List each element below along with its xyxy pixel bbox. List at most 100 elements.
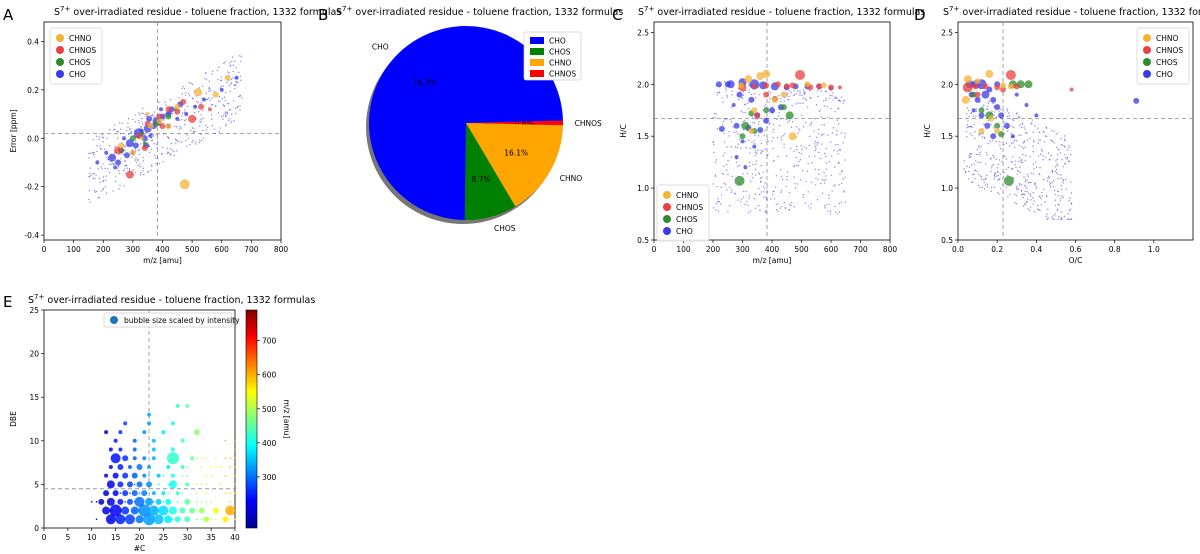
background-point — [738, 98, 740, 101]
data-point — [151, 438, 156, 443]
background-point — [192, 130, 195, 133]
background-point — [993, 174, 996, 176]
background-point — [761, 176, 763, 179]
background-point — [206, 126, 209, 129]
background-point — [780, 191, 782, 193]
background-point — [105, 192, 108, 194]
colorbar-tick-label: 300 — [262, 473, 277, 482]
background-point — [166, 152, 169, 155]
background-point — [142, 112, 144, 115]
background-point — [973, 163, 975, 165]
y-tick-label: 15 — [29, 393, 39, 402]
background-point — [986, 183, 989, 186]
background-point — [237, 105, 239, 108]
data-point — [141, 490, 148, 497]
background-point — [106, 156, 108, 159]
y-tick-label: 1.5 — [637, 132, 649, 141]
legend-label-CHO: CHO — [676, 227, 693, 236]
background-point — [980, 176, 983, 178]
background-point — [741, 97, 744, 99]
background-point — [1045, 126, 1048, 128]
background-point — [116, 137, 119, 139]
background-point — [220, 76, 222, 78]
data-point — [105, 514, 116, 525]
background-point — [1041, 150, 1044, 152]
background-point — [762, 185, 765, 188]
legend: bubble size scaled by intensity — [103, 312, 240, 328]
background-point — [134, 148, 136, 150]
background-point — [213, 128, 216, 131]
background-point — [89, 201, 91, 204]
background-point — [720, 194, 723, 196]
background-point — [823, 171, 825, 174]
background-point — [712, 207, 715, 209]
background-point — [757, 135, 760, 137]
background-point — [230, 122, 232, 124]
background-point — [749, 180, 752, 183]
x-tick-label: 40 — [230, 533, 240, 542]
data-point — [106, 497, 115, 506]
background-point — [758, 172, 760, 174]
background-point — [800, 114, 803, 116]
background-point — [237, 81, 239, 83]
background-point — [239, 94, 241, 97]
background-point — [743, 119, 746, 122]
background-point — [753, 121, 755, 124]
background-point — [121, 122, 123, 124]
data-point — [136, 463, 143, 470]
background-point — [772, 131, 774, 133]
background-point — [1060, 211, 1062, 213]
background-point — [742, 94, 745, 97]
data-point-CHNOS — [974, 91, 981, 98]
background-point — [140, 125, 142, 128]
legend-marker-CHO — [1143, 70, 1151, 78]
background-point — [1068, 218, 1070, 220]
background-point — [161, 153, 163, 155]
background-point — [131, 156, 133, 158]
background-cloud — [963, 88, 1073, 220]
background-point — [986, 186, 989, 188]
x-axis-label: m/z [amu] — [143, 256, 182, 265]
background-point — [208, 80, 211, 83]
background-point — [729, 118, 731, 121]
background-point — [993, 178, 995, 180]
background-point — [993, 186, 996, 188]
slice-percent-CHO: 74.3% — [413, 78, 437, 87]
background-point — [837, 143, 839, 146]
background-point — [823, 205, 826, 207]
background-point — [842, 100, 844, 102]
background-point — [1026, 173, 1029, 175]
background-point — [966, 135, 968, 138]
background-point — [229, 65, 231, 67]
background-point — [1048, 177, 1050, 179]
background-point — [995, 116, 998, 118]
background-point — [1056, 208, 1059, 211]
background-point — [124, 145, 127, 147]
background-point — [181, 87, 183, 89]
background-point — [731, 90, 733, 92]
background-point — [735, 130, 737, 133]
background-point — [813, 117, 815, 120]
legend-label-CHOS: CHOS — [549, 48, 571, 57]
background-point — [200, 139, 203, 142]
x-tick-label: 400 — [155, 245, 170, 254]
background-point — [990, 157, 992, 159]
series-CHO — [965, 79, 1140, 140]
background-point — [229, 466, 232, 468]
background-point — [200, 133, 202, 136]
background-point — [766, 154, 768, 156]
data-point — [123, 421, 128, 426]
background-point — [777, 210, 779, 213]
background-point — [817, 168, 820, 171]
background-point — [1055, 168, 1058, 171]
background-point — [1060, 188, 1063, 191]
background-point — [744, 140, 747, 143]
background-point — [1047, 177, 1049, 179]
data-point-CHO — [121, 136, 126, 141]
background-point — [127, 122, 129, 124]
background-point — [983, 178, 985, 181]
background-point — [162, 501, 165, 503]
background-point — [793, 150, 795, 152]
background-point — [158, 162, 161, 165]
